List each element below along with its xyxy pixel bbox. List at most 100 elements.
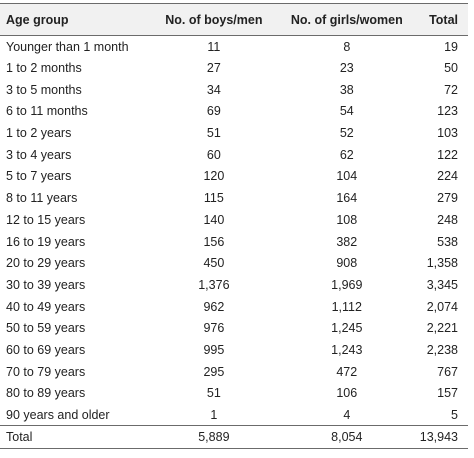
cell-age-group: 90 years and older	[6, 407, 110, 422]
cell-girls: 8	[343, 39, 351, 54]
cell-age-group: 70 to 79 years	[6, 364, 86, 379]
cell-total: 3,345	[426, 277, 458, 292]
cell-total: 2,238	[426, 342, 458, 357]
table-row: 20 to 29 years 450 908 1,358	[0, 252, 468, 274]
cell-total: 103	[437, 126, 458, 141]
table-row: 80 to 89 years 51 106 157	[0, 383, 468, 405]
cell-girls: 164	[336, 191, 358, 206]
header-total: Total	[415, 3, 468, 36]
cell-girls: 108	[336, 212, 358, 227]
table-header: Age group No. of boys/men No. of girls/w…	[0, 3, 468, 36]
table-row: 1 to 2 months 27 23 50	[0, 57, 468, 79]
cell-girls: 1,243	[331, 342, 363, 357]
header-boys: No. of boys/men	[149, 3, 278, 36]
cell-total: 72	[444, 82, 458, 97]
cell-total: 767	[437, 364, 458, 379]
total-cell-girls: 8,054	[277, 425, 416, 450]
cell-boys: 1,376	[198, 277, 230, 292]
cell-age-group: 50 to 59 years	[6, 321, 86, 336]
cell-girls: 104	[336, 169, 358, 184]
table-row: 8 to 11 years 115 164 279	[0, 187, 468, 209]
cell-age-group: 8 to 11 years	[6, 191, 78, 206]
cell-age-group: 6 to 11 months	[6, 104, 88, 119]
cell-age-group: 60 to 69 years	[6, 342, 86, 357]
cell-girls: 1,969	[331, 277, 363, 292]
cell-age-group: 3 to 4 years	[6, 147, 72, 162]
table-row: 5 to 7 years 120 104 224	[0, 166, 468, 188]
cell-total: 123	[437, 104, 458, 119]
cell-total: 122	[437, 147, 458, 162]
table-row: 40 to 49 years 962 1,112 2,074	[0, 296, 468, 318]
cell-total: 248	[437, 212, 458, 227]
cell-boys: 295	[203, 364, 225, 379]
table-row: 3 to 4 years 60 62 122	[0, 144, 468, 166]
cell-boys: 27	[206, 61, 221, 76]
cell-total: 224	[437, 169, 458, 184]
cell-age-group: 30 to 39 years	[6, 277, 86, 292]
cell-girls: 1,112	[331, 299, 362, 314]
cell-girls: 1,245	[331, 321, 363, 336]
cell-boys: 51	[206, 126, 221, 141]
cell-girls: 106	[336, 386, 358, 401]
table-row: 6 to 11 months 69 54 123	[0, 101, 468, 123]
table-row: 60 to 69 years 995 1,243 2,238	[0, 339, 468, 361]
table-row: 30 to 39 years 1,376 1,969 3,345	[0, 274, 468, 296]
cell-boys: 34	[206, 82, 221, 97]
cell-age-group: 20 to 29 years	[6, 256, 86, 271]
table-body: Younger than 1 month 11 8 19 1 to 2 months 27…	[0, 36, 468, 450]
cell-boys: 140	[203, 212, 225, 227]
total-cell-age-group: Total	[0, 425, 150, 450]
cell-boys: 51	[206, 386, 221, 401]
total-cell-total: 13,943	[415, 425, 468, 450]
cell-girls: 472	[336, 364, 358, 379]
cell-girls: 52	[339, 126, 354, 141]
table-row: 50 to 59 years 976 1,245 2,221	[0, 317, 468, 339]
table-row: 70 to 79 years 295 472 767	[0, 361, 468, 383]
table-row: 90 years and older 1 4 5	[0, 404, 468, 426]
cell-total: 2,221	[426, 321, 458, 336]
age-group-table: Age group No. of boys/men No. of girls/w…	[0, 3, 468, 450]
cell-boys: 11	[207, 39, 221, 54]
cell-boys: 1	[210, 407, 218, 422]
table-row: 3 to 5 months 34 38 72	[0, 79, 468, 101]
cell-age-group: 3 to 5 months	[6, 82, 82, 97]
cell-age-group: 40 to 49 years	[6, 299, 86, 314]
cell-total: 1,358	[426, 256, 458, 271]
cell-total: 538	[437, 234, 458, 249]
cell-age-group: 16 to 19 years	[6, 234, 86, 249]
cell-boys: 69	[206, 104, 221, 119]
cell-total: 279	[437, 191, 458, 206]
cell-total: 157	[437, 386, 458, 401]
cell-girls: 23	[339, 61, 354, 76]
cell-total: 5	[451, 407, 458, 422]
header-girls: No. of girls/women	[277, 3, 416, 36]
cell-age-group: 1 to 2 years	[6, 126, 72, 141]
cell-boys: 962	[203, 299, 225, 314]
cell-boys: 995	[203, 342, 225, 357]
cell-boys: 450	[203, 256, 225, 271]
cell-girls: 62	[339, 147, 354, 162]
cell-boys: 976	[203, 321, 225, 336]
cell-boys: 115	[203, 191, 224, 206]
total-cell-boys: 5,889	[149, 425, 278, 450]
cell-total: 2,074	[426, 299, 458, 314]
cell-boys: 60	[206, 147, 221, 162]
cell-girls: 38	[339, 82, 354, 97]
cell-total: 50	[444, 61, 458, 76]
cell-total: 19	[444, 39, 458, 54]
cell-boys: 156	[203, 234, 225, 249]
cell-girls: 382	[336, 234, 358, 249]
cell-girls: 908	[336, 256, 358, 271]
table-row: 16 to 19 years 156 382 538	[0, 231, 468, 253]
cell-age-group: 5 to 7 years	[6, 169, 72, 184]
cell-age-group: 12 to 15 years	[6, 212, 86, 227]
cell-age-group: 1 to 2 months	[6, 61, 82, 76]
table-row: 1 to 2 years 51 52 103	[0, 122, 468, 144]
header-age-group: Age group	[0, 3, 150, 36]
cell-age-group: Younger than 1 month	[6, 39, 129, 54]
cell-age-group: 80 to 89 years	[6, 386, 86, 401]
cell-boys: 120	[203, 169, 225, 184]
header-row: Age group No. of boys/men No. of girls/w…	[0, 3, 468, 36]
table-row: Younger than 1 month 11 8 19	[0, 36, 468, 58]
